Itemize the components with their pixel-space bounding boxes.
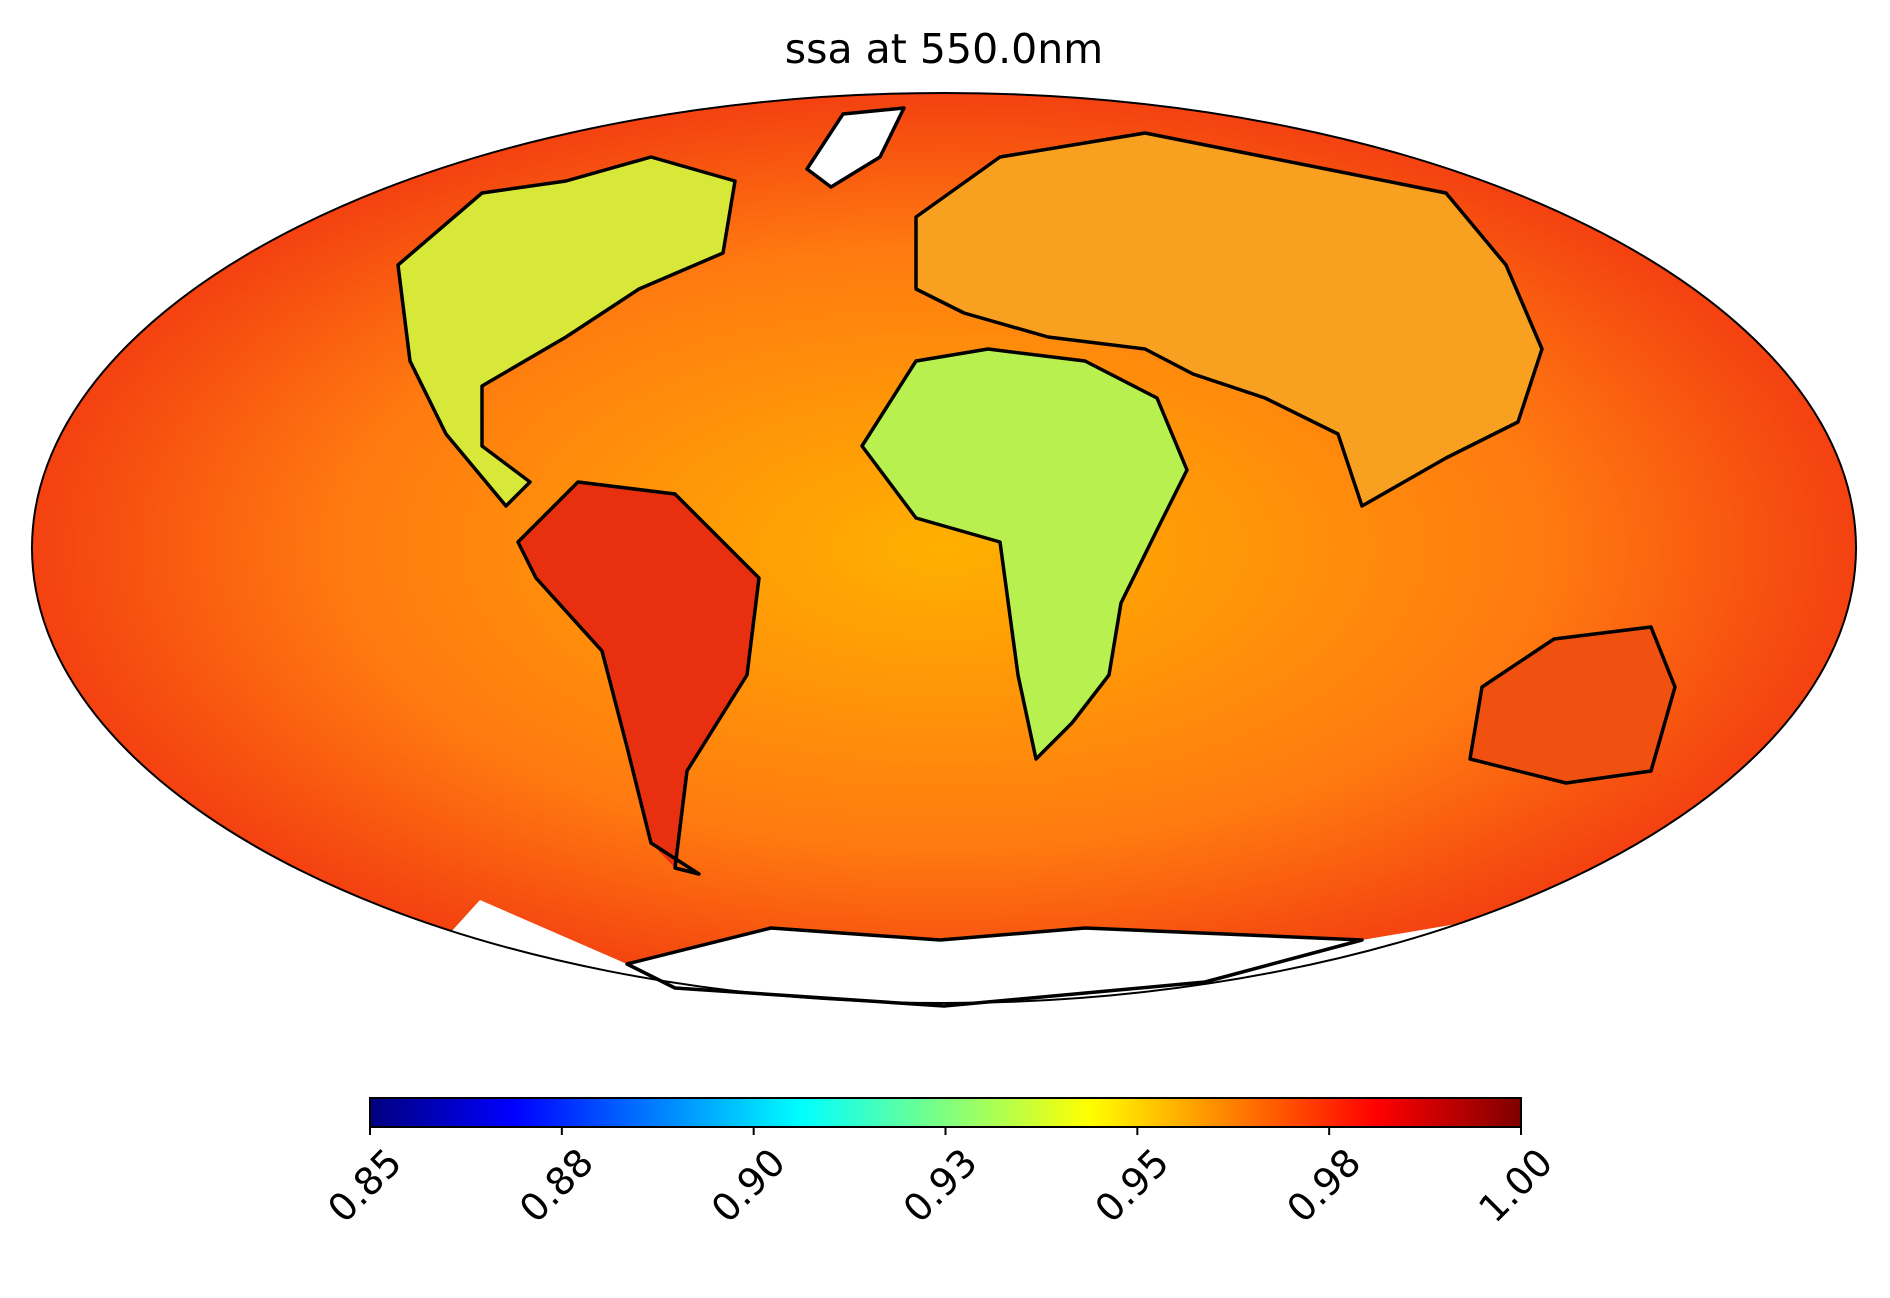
coastlines [396,106,1677,1008]
colorbar [369,1097,1522,1128]
africa-field [862,349,1187,759]
north-america-field [398,157,735,506]
north-america-coast [396,155,737,508]
map-title: ssa at 550.0nm [785,25,1103,73]
colorbar-tick-label: 0.93 [895,1140,986,1231]
africa-coast [860,347,1189,761]
colorbar-tick-label: 0.90 [703,1140,794,1231]
colorbar-tick-label: 0.88 [511,1140,602,1231]
colorbar-tick-label: 0.98 [1278,1140,1369,1231]
greenland-gap [807,108,904,187]
australia-field [1470,627,1675,783]
south-america-coast [516,480,761,876]
map-boundary [31,92,1857,1004]
eurasia-coast [914,131,1544,508]
colorbar-tick-label: 1.00 [1470,1140,1561,1231]
colorbar-tick-label: 0.95 [1087,1140,1178,1231]
greenland-coast [805,106,906,189]
eurasia-field [916,133,1542,506]
colorbar-tick-label: 0.85 [319,1140,410,1231]
south-america-field [518,482,759,868]
australia-coast [1468,625,1677,785]
map-field [32,93,1856,1003]
